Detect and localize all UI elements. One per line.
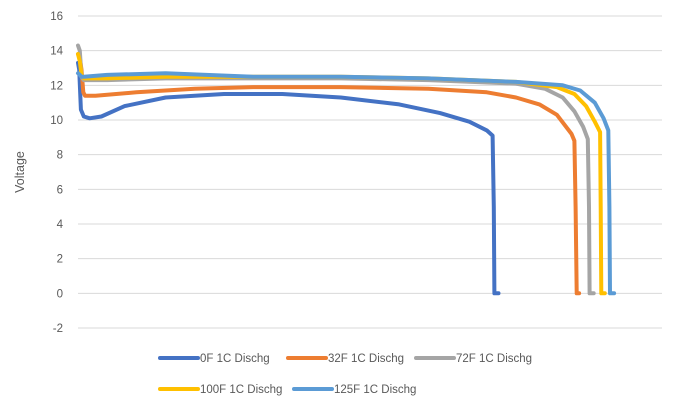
y-tick-label: 12 xyxy=(50,80,63,92)
y-tick-labels: -2 0 2 4 6 8 10 12 14 16 xyxy=(50,11,63,335)
y-tick-label: 14 xyxy=(50,46,63,58)
legend-label: 72F 1C Dischg xyxy=(456,353,532,365)
legend: 0F 1C Dischg 32F 1C Dischg 72F 1C Dischg 10… xyxy=(158,353,532,396)
series-line-5 xyxy=(76,71,617,296)
y-axis-title: Voltage xyxy=(13,151,27,193)
series-line-2 xyxy=(76,52,582,296)
y-tick-label: 4 xyxy=(57,219,64,231)
legend-label: 32F 1C Dischg xyxy=(328,353,404,365)
y-tick-label: -2 xyxy=(53,323,63,335)
series-line-1 xyxy=(76,60,501,296)
y-tick-label: 2 xyxy=(57,254,63,266)
y-tick-label: 16 xyxy=(50,11,63,23)
y-tick-label: 8 xyxy=(57,150,63,162)
y-tick-label: 10 xyxy=(50,115,63,127)
legend-label: 125F 1C Dischg xyxy=(334,384,416,396)
y-tick-label: 0 xyxy=(57,288,63,300)
gridlines xyxy=(78,15,662,329)
legend-label: 0F 1C Dischg xyxy=(200,353,270,365)
legend-label: 100F 1C Dischg xyxy=(200,384,282,396)
y-tick-label: 6 xyxy=(57,184,63,196)
series-lines xyxy=(76,43,617,296)
